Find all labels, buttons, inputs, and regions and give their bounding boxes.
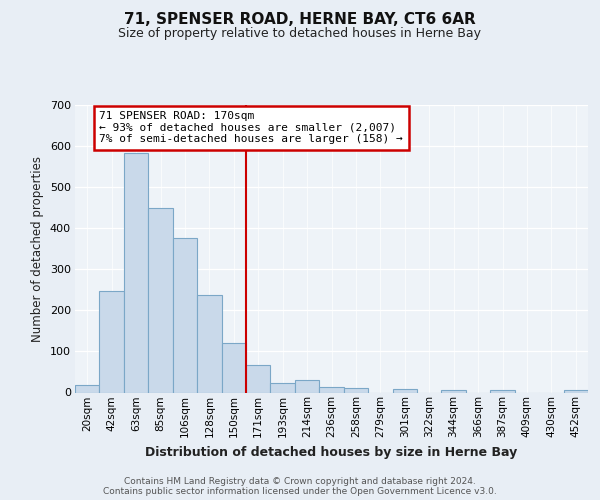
Text: Contains public sector information licensed under the Open Government Licence v3: Contains public sector information licen… — [103, 486, 497, 496]
Y-axis label: Number of detached properties: Number of detached properties — [31, 156, 44, 342]
Bar — [246, 364, 271, 392]
Bar — [197, 295, 221, 392]
Bar — [563, 390, 588, 392]
Bar — [124, 154, 148, 392]
Text: 71, SPENSER ROAD, HERNE BAY, CT6 6AR: 71, SPENSER ROAD, HERNE BAY, CT6 6AR — [124, 12, 476, 28]
Text: Size of property relative to detached houses in Herne Bay: Size of property relative to detached ho… — [119, 28, 482, 40]
X-axis label: Distribution of detached houses by size in Herne Bay: Distribution of detached houses by size … — [145, 446, 518, 458]
Bar — [392, 389, 417, 392]
Bar — [442, 390, 466, 392]
Text: Contains HM Land Registry data © Crown copyright and database right 2024.: Contains HM Land Registry data © Crown c… — [124, 476, 476, 486]
Text: 71 SPENSER ROAD: 170sqm
← 93% of detached houses are smaller (2,007)
7% of semi-: 71 SPENSER ROAD: 170sqm ← 93% of detache… — [100, 111, 403, 144]
Bar — [75, 385, 100, 392]
Bar — [295, 380, 319, 392]
Bar — [319, 387, 344, 392]
Bar — [173, 238, 197, 392]
Bar — [100, 290, 124, 392]
Bar — [148, 208, 173, 392]
Bar — [221, 343, 246, 392]
Bar — [490, 390, 515, 392]
Bar — [271, 384, 295, 392]
Bar — [344, 388, 368, 392]
